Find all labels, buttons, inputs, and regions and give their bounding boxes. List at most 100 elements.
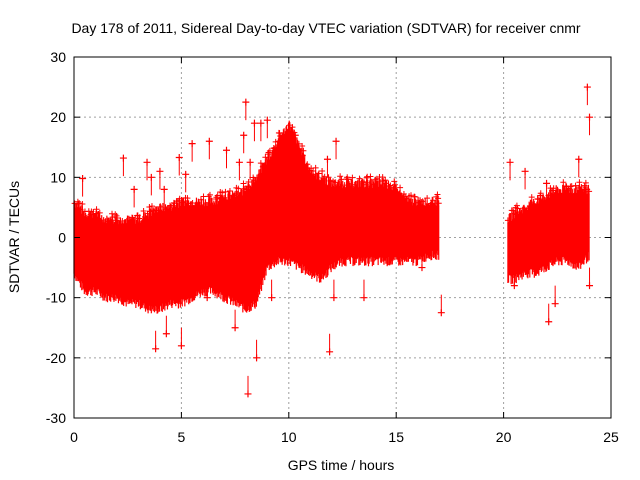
data-point [330, 178, 337, 185]
data-point [582, 179, 589, 186]
outlier-point [203, 294, 211, 302]
data-point [537, 190, 544, 197]
outlier-point [360, 294, 368, 302]
outlier-point [583, 83, 591, 91]
data-point [140, 207, 147, 214]
x-tick-label: 25 [603, 429, 619, 445]
outlier-point [521, 167, 529, 175]
data-point [349, 174, 356, 181]
data-point [434, 191, 441, 198]
data-point [399, 194, 406, 201]
outlier-point [510, 282, 518, 290]
data-point [391, 181, 398, 188]
data-points [71, 83, 594, 398]
outlier-point [551, 300, 559, 308]
data-point [325, 174, 332, 181]
data-point [387, 182, 394, 189]
outlier-point [143, 158, 151, 166]
y-tick-label: 0 [58, 230, 66, 246]
data-point [367, 173, 374, 180]
outlier-point [586, 113, 594, 121]
data-point [304, 161, 311, 168]
outlier-point [586, 282, 594, 290]
outlier-point [250, 119, 258, 127]
outlier-point [418, 264, 426, 272]
data-point [96, 209, 103, 216]
data-point [391, 178, 398, 185]
data-point [581, 182, 588, 189]
outlier-point [205, 137, 213, 145]
x-axis-label: GPS time / hours [288, 457, 395, 473]
outlier-point [242, 98, 250, 106]
y-axis-label: SDTVAR / TECUs [6, 181, 22, 293]
data-point [245, 179, 252, 186]
x-tick-label: 0 [70, 429, 78, 445]
y-tick-labels: -30 -20 -10 0 10 20 30 [46, 49, 66, 426]
data-point [206, 191, 213, 198]
data-point [104, 218, 111, 225]
outlier-point [575, 155, 583, 163]
outlier-point [253, 354, 261, 362]
outlier-point [543, 179, 551, 187]
data-point [337, 173, 344, 180]
data-point [300, 147, 307, 154]
y-tick-label: 10 [50, 169, 66, 185]
data-point [572, 182, 579, 189]
outlier-point [326, 348, 334, 356]
outlier-point [291, 131, 299, 139]
data-point [586, 188, 593, 195]
data-point [359, 178, 366, 185]
outlier-point [119, 154, 127, 162]
outlier-point [330, 294, 338, 302]
outlier-point [177, 342, 185, 350]
data-point [109, 210, 116, 217]
data-point [189, 200, 196, 207]
data-point [136, 215, 143, 222]
data-point [560, 179, 567, 186]
outlier-point [130, 185, 138, 193]
data-point [363, 174, 370, 181]
outlier-point [147, 173, 155, 181]
data-point [411, 193, 418, 200]
data-point [424, 195, 431, 202]
data-point [319, 168, 326, 175]
data-point [79, 200, 86, 207]
data-point [148, 203, 155, 210]
outlier-point [231, 324, 239, 332]
outlier-point [437, 309, 445, 317]
data-point [338, 176, 345, 183]
axis-ticks [73, 56, 612, 419]
outlier-point [257, 119, 265, 127]
outlier-point [182, 170, 190, 178]
data-point [435, 200, 442, 207]
y-tick-label: -10 [46, 290, 66, 306]
data-point [156, 203, 163, 210]
data-point [397, 184, 404, 191]
data-point [114, 214, 121, 221]
outlier-point [223, 146, 231, 154]
data-point [76, 200, 83, 207]
outlier-point [263, 116, 271, 124]
outlier-point [160, 185, 168, 193]
data-point [372, 176, 379, 183]
data-point [289, 124, 296, 131]
data-point [222, 188, 229, 195]
outlier-point [506, 158, 514, 166]
outlier-point [244, 390, 252, 398]
x-tick-label: 20 [496, 429, 512, 445]
data-point [315, 170, 322, 177]
outlier-point [268, 294, 276, 302]
outlier-point [156, 167, 164, 175]
outlier-point [188, 140, 196, 148]
data-point [146, 204, 153, 211]
data-point [429, 197, 436, 204]
data-point [299, 143, 306, 150]
data-point [513, 202, 520, 209]
outlier-point [246, 158, 254, 166]
y-tick-label: -20 [46, 350, 66, 366]
x-tick-label: 5 [178, 429, 186, 445]
outlier-point [162, 330, 170, 338]
data-point [184, 195, 191, 202]
y-tick-label: 30 [50, 49, 66, 65]
outlier-point [79, 175, 87, 183]
